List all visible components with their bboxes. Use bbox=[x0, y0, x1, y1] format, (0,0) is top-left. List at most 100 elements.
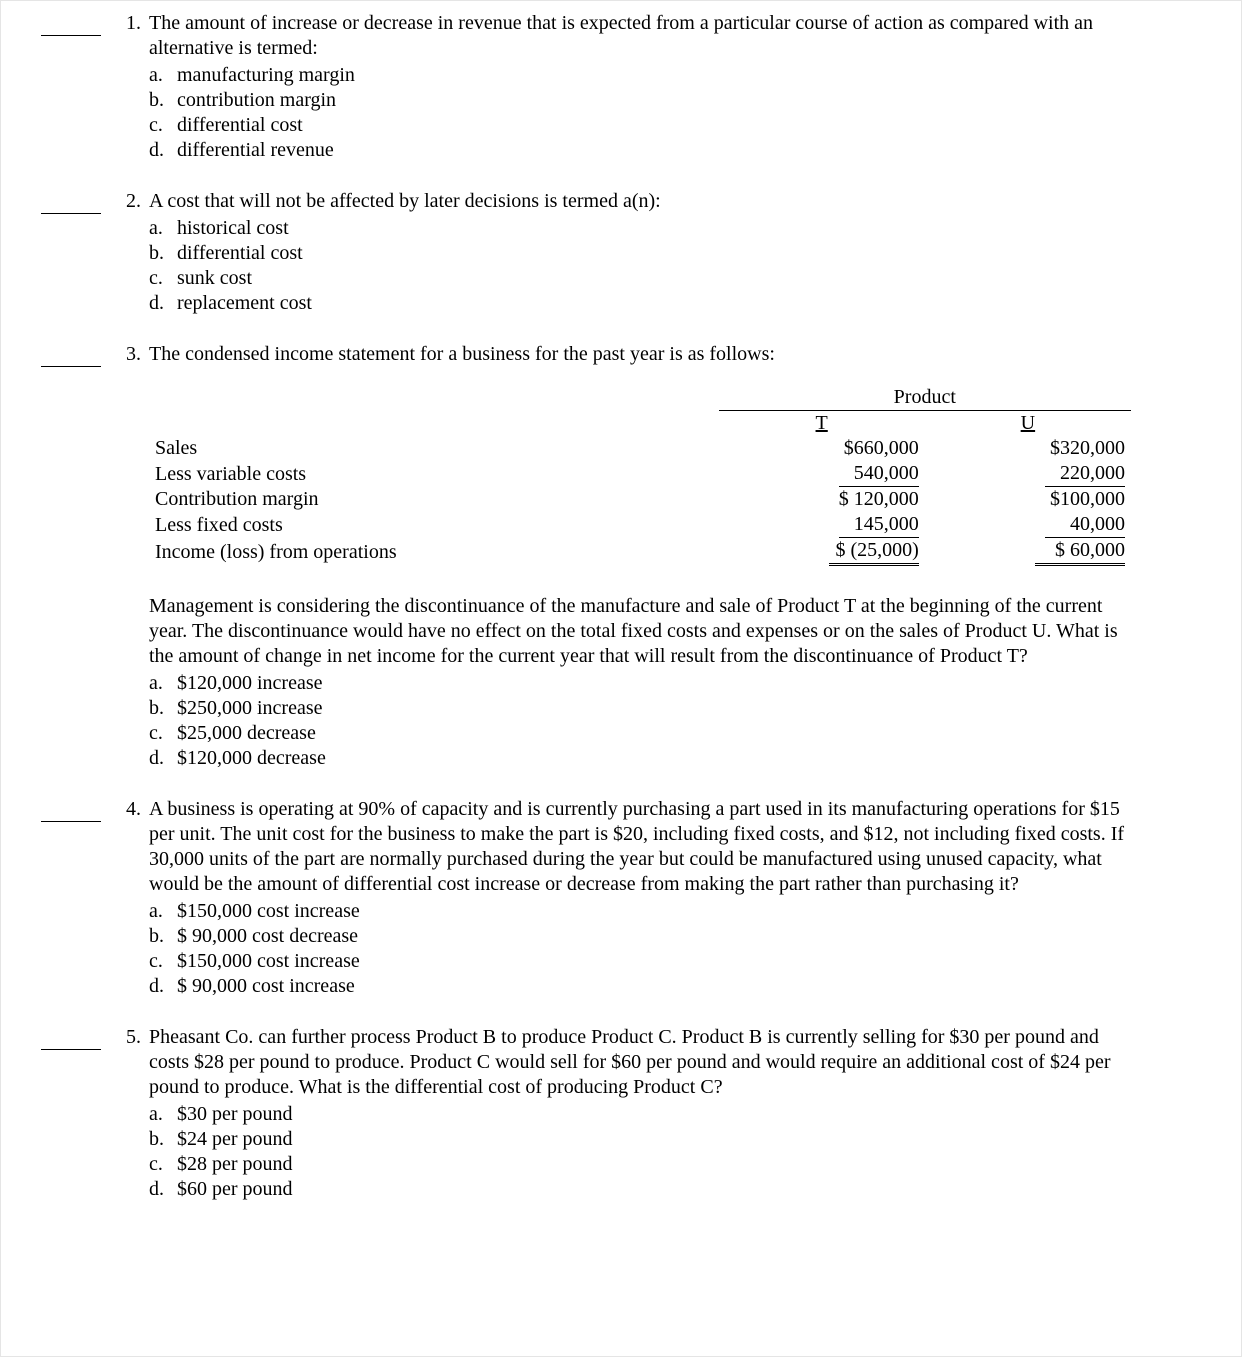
option-letter: b. bbox=[149, 241, 177, 266]
answer-blank[interactable] bbox=[41, 805, 101, 822]
option-text: $ 90,000 cost increase bbox=[177, 974, 355, 999]
row-val-t: 145,000 bbox=[719, 512, 925, 538]
option-letter: d. bbox=[149, 746, 177, 771]
row-label: Income (loss) from operations bbox=[149, 538, 719, 566]
table-header-group: Product bbox=[719, 385, 1131, 411]
question-4: 4. A business is operating at 90% of cap… bbox=[41, 797, 1131, 999]
question-3: 3. The condensed income statement for a … bbox=[41, 342, 1131, 771]
option-text: replacement cost bbox=[177, 291, 312, 316]
income-statement-table: Product T U Sales $660,000 $320,000 Less… bbox=[149, 385, 1131, 566]
row-label: Less variable costs bbox=[149, 461, 719, 487]
option-letter: d. bbox=[149, 138, 177, 163]
question-1: 1. The amount of increase or decrease in… bbox=[41, 11, 1131, 163]
option-a: a.$120,000 increase bbox=[149, 671, 1131, 696]
question-stem: A business is operating at 90% of capaci… bbox=[149, 797, 1131, 897]
option-b: b.$250,000 increase bbox=[149, 696, 1131, 721]
option-c: c.$25,000 decrease bbox=[149, 721, 1131, 746]
option-a: a.$30 per pound bbox=[149, 1102, 1131, 1127]
option-letter: d. bbox=[149, 1177, 177, 1202]
option-letter: a. bbox=[149, 899, 177, 924]
option-text: $25,000 decrease bbox=[177, 721, 316, 746]
option-d: d.replacement cost bbox=[149, 291, 1131, 316]
question-2: 2. A cost that will not be affected by l… bbox=[41, 189, 1131, 316]
row-val-t: $ 120,000 bbox=[719, 487, 925, 512]
option-c: c.$28 per pound bbox=[149, 1152, 1131, 1177]
option-letter: a. bbox=[149, 671, 177, 696]
option-a: a.historical cost bbox=[149, 216, 1131, 241]
question-number: 3. bbox=[109, 342, 149, 367]
table-row: Contribution margin $ 120,000 $100,000 bbox=[149, 487, 1131, 512]
page: 1. The amount of increase or decrease in… bbox=[0, 0, 1242, 1357]
option-text: historical cost bbox=[177, 216, 289, 241]
row-label: Less fixed costs bbox=[149, 512, 719, 538]
option-text: $120,000 decrease bbox=[177, 746, 326, 771]
question-followup: Management is considering the discontinu… bbox=[149, 594, 1131, 669]
option-text: $28 per pound bbox=[177, 1152, 293, 1177]
table-row: Sales $660,000 $320,000 bbox=[149, 436, 1131, 461]
option-text: differential cost bbox=[177, 113, 303, 138]
option-letter: b. bbox=[149, 1127, 177, 1152]
table-row: Income (loss) from operations $ (25,000)… bbox=[149, 538, 1131, 566]
option-b: b.$ 90,000 cost decrease bbox=[149, 924, 1131, 949]
row-val-u: 40,000 bbox=[925, 512, 1131, 538]
option-text: $60 per pound bbox=[177, 1177, 293, 1202]
question-body: A business is operating at 90% of capaci… bbox=[149, 797, 1131, 999]
option-text: manufacturing margin bbox=[177, 63, 355, 88]
question-stem: Pheasant Co. can further process Product… bbox=[149, 1025, 1131, 1100]
options: a.manufacturing margin b.contribution ma… bbox=[149, 63, 1131, 163]
option-a: a.$150,000 cost increase bbox=[149, 899, 1131, 924]
option-letter: c. bbox=[149, 1152, 177, 1177]
option-letter: c. bbox=[149, 721, 177, 746]
row-val-u: $320,000 bbox=[925, 436, 1131, 461]
row-val-u: $100,000 bbox=[925, 487, 1131, 512]
option-letter: a. bbox=[149, 216, 177, 241]
answer-blank[interactable] bbox=[41, 1033, 101, 1050]
row-label: Sales bbox=[149, 436, 719, 461]
row-val-u: 220,000 bbox=[925, 461, 1131, 487]
option-letter: d. bbox=[149, 974, 177, 999]
option-letter: b. bbox=[149, 924, 177, 949]
row-val-u: $ 60,000 bbox=[925, 538, 1131, 566]
question-body: A cost that will not be affected by late… bbox=[149, 189, 1131, 316]
option-text: $150,000 cost increase bbox=[177, 949, 360, 974]
option-letter: c. bbox=[149, 266, 177, 291]
option-text: $120,000 increase bbox=[177, 671, 323, 696]
option-letter: a. bbox=[149, 63, 177, 88]
row-val-t: $ (25,000) bbox=[719, 538, 925, 566]
option-letter: c. bbox=[149, 949, 177, 974]
options: a.historical cost b.differential cost c.… bbox=[149, 216, 1131, 316]
option-b: b.contribution margin bbox=[149, 88, 1131, 113]
options: a.$120,000 increase b.$250,000 increase … bbox=[149, 671, 1131, 771]
answer-blank[interactable] bbox=[41, 19, 101, 36]
question-stem: A cost that will not be affected by late… bbox=[149, 189, 1131, 214]
option-letter: b. bbox=[149, 696, 177, 721]
option-d: d.differential revenue bbox=[149, 138, 1131, 163]
option-letter: d. bbox=[149, 291, 177, 316]
question-number: 1. bbox=[109, 11, 149, 36]
option-text: differential cost bbox=[177, 241, 303, 266]
question-number: 4. bbox=[109, 797, 149, 822]
option-letter: b. bbox=[149, 88, 177, 113]
option-text: differential revenue bbox=[177, 138, 334, 163]
option-text: $ 90,000 cost decrease bbox=[177, 924, 358, 949]
answer-blank[interactable] bbox=[41, 350, 101, 367]
row-val-t: 540,000 bbox=[719, 461, 925, 487]
answer-blank[interactable] bbox=[41, 197, 101, 214]
row-val-t: $660,000 bbox=[719, 436, 925, 461]
option-text: contribution margin bbox=[177, 88, 336, 113]
col-header-t: T bbox=[719, 411, 925, 437]
option-text: sunk cost bbox=[177, 266, 252, 291]
option-letter: a. bbox=[149, 1102, 177, 1127]
option-text: $150,000 cost increase bbox=[177, 899, 360, 924]
question-stem: The amount of increase or decrease in re… bbox=[149, 11, 1131, 61]
question-body: Pheasant Co. can further process Product… bbox=[149, 1025, 1131, 1202]
option-b: b.differential cost bbox=[149, 241, 1131, 266]
option-a: a.manufacturing margin bbox=[149, 63, 1131, 88]
option-d: d.$60 per pound bbox=[149, 1177, 1131, 1202]
option-c: c.differential cost bbox=[149, 113, 1131, 138]
option-letter: c. bbox=[149, 113, 177, 138]
question-stem: The condensed income statement for a bus… bbox=[149, 342, 1131, 367]
option-text: $24 per pound bbox=[177, 1127, 293, 1152]
option-b: b.$24 per pound bbox=[149, 1127, 1131, 1152]
option-d: d.$120,000 decrease bbox=[149, 746, 1131, 771]
